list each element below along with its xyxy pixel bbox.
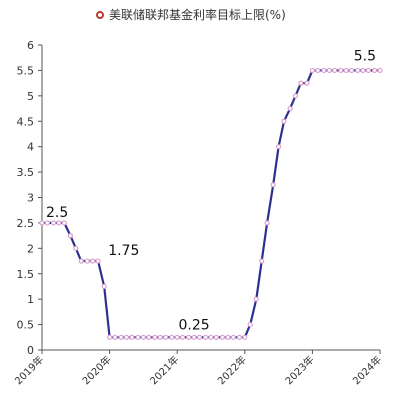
data-point <box>67 233 73 239</box>
data-point <box>202 334 209 340</box>
data-point <box>123 334 130 340</box>
data-point <box>276 144 282 150</box>
data-point <box>213 334 220 340</box>
y-tick-label: 4.5 <box>17 115 35 128</box>
data-point <box>84 258 90 264</box>
data-point <box>315 67 321 74</box>
data-point <box>287 105 293 112</box>
x-tick-label: 2023年 <box>282 353 316 387</box>
data-point <box>186 334 192 340</box>
data-point <box>292 93 299 99</box>
data-point <box>281 118 287 124</box>
data-point <box>349 67 355 74</box>
y-tick-label: 3.5 <box>17 166 35 179</box>
y-tick-label: 5.5 <box>17 64 35 77</box>
data-point <box>332 67 338 74</box>
data-point <box>44 220 51 226</box>
data-point <box>39 220 45 226</box>
data-point <box>247 321 253 328</box>
data-label: 1.75 <box>108 243 139 259</box>
data-point <box>196 334 203 340</box>
data-point <box>174 334 180 340</box>
data-point <box>270 182 276 188</box>
data-point <box>326 67 332 74</box>
data-point <box>146 334 152 340</box>
y-tick-label: 3 <box>27 192 34 205</box>
y-tick-label: 1.5 <box>17 268 35 281</box>
data-point <box>309 67 315 74</box>
data-point <box>78 258 84 264</box>
data-point <box>163 334 169 340</box>
data-point <box>264 220 270 226</box>
y-tick-label: 2 <box>27 242 34 255</box>
data-point <box>90 258 96 264</box>
data-label: 0.25 <box>179 317 210 333</box>
data-point <box>230 334 236 340</box>
data-point <box>343 67 349 74</box>
data-point <box>157 334 163 340</box>
data-point <box>73 245 79 251</box>
data-point <box>152 334 158 340</box>
y-tick-label: 4 <box>27 141 34 154</box>
data-point <box>191 334 197 340</box>
data-point <box>371 67 378 74</box>
data-point <box>61 220 67 226</box>
data-point <box>259 258 265 264</box>
data-point <box>169 334 175 340</box>
data-point <box>253 296 259 302</box>
legend-marker-icon <box>96 10 104 19</box>
data-point <box>95 258 101 264</box>
data-point <box>112 334 118 340</box>
data-point <box>338 67 344 74</box>
legend-label: 美联储联邦基金利率目标上限(%) <box>109 8 286 22</box>
x-tick-label: 2024年 <box>350 353 384 387</box>
data-point <box>106 334 113 340</box>
data-point <box>135 334 141 340</box>
y-tick-label: 5 <box>27 90 34 103</box>
legend: 美联储联邦基金利率目标上限(%) <box>96 6 286 23</box>
data-point <box>101 283 107 290</box>
data-point <box>365 67 372 74</box>
data-point <box>355 67 361 74</box>
x-tick-label: 2019年 <box>12 353 46 387</box>
y-tick-label: 6 <box>27 39 34 52</box>
data-point <box>298 80 304 86</box>
data-point <box>377 67 383 74</box>
data-point <box>225 334 231 340</box>
data-point <box>242 334 248 340</box>
data-label: 5.5 <box>354 48 376 64</box>
data-point <box>180 334 186 340</box>
x-tick-label: 2021年 <box>147 353 181 387</box>
y-tick-label: 0.5 <box>17 319 35 332</box>
data-point <box>129 334 135 340</box>
data-label: 2.5 <box>46 205 68 221</box>
y-tick-label: 2.5 <box>17 217 35 230</box>
data-point <box>118 334 124 340</box>
data-point <box>236 334 242 340</box>
data-point <box>321 67 327 74</box>
data-point <box>208 334 214 340</box>
data-point <box>56 220 62 226</box>
data-point <box>140 334 146 340</box>
x-tick-label: 2020年 <box>79 353 113 387</box>
data-point <box>304 80 310 86</box>
y-tick-label: 0 <box>27 344 34 357</box>
rate-series-line <box>42 69 380 339</box>
data-point <box>219 334 226 340</box>
data-point <box>50 220 57 226</box>
x-tick-label: 2022年 <box>215 353 249 387</box>
y-tick-label: 1 <box>27 293 34 306</box>
data-point <box>360 67 366 74</box>
